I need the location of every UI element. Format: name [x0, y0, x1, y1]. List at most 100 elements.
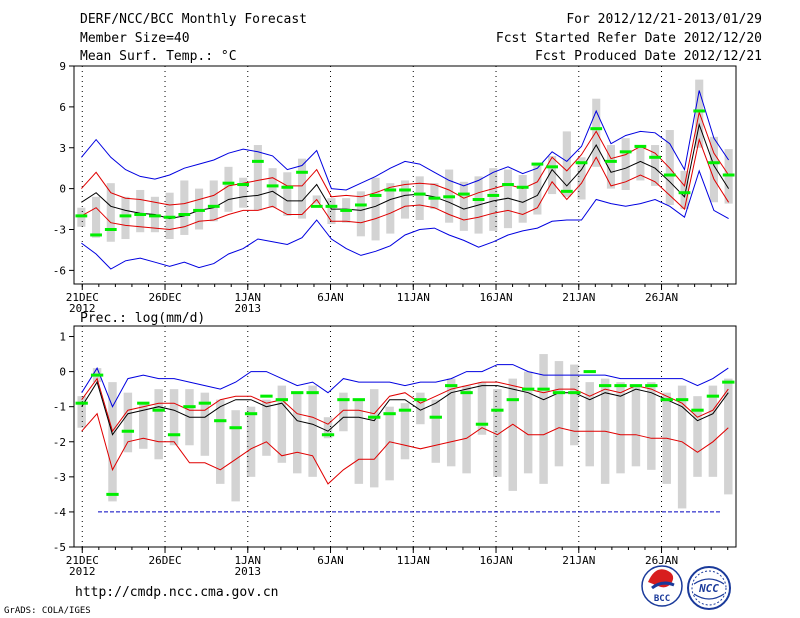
median-mark [575, 161, 588, 165]
median-mark [398, 408, 412, 412]
spread-box [339, 392, 348, 432]
spread-box [415, 176, 424, 220]
spread-box [385, 406, 394, 481]
median-mark [119, 214, 132, 218]
median-mark [502, 183, 514, 187]
x-tick-year: 2012 [69, 302, 96, 315]
spread-box [323, 417, 333, 439]
median-mark [369, 193, 382, 197]
median-mark [399, 188, 411, 192]
median-mark [583, 370, 596, 374]
median-mark [104, 228, 117, 231]
spread-box [106, 183, 115, 242]
spread-box [585, 382, 594, 467]
spread-box [508, 378, 518, 491]
median-mark [445, 384, 458, 388]
median-mark [487, 193, 500, 197]
median-mark [443, 195, 456, 199]
x-tick-label: 6JAN [317, 554, 344, 567]
median-mark [708, 161, 720, 165]
median-mark [693, 109, 706, 113]
spread-box [680, 170, 689, 210]
spread-box [446, 378, 456, 467]
median-mark [506, 398, 519, 402]
median-mark [106, 492, 119, 496]
spread-box [200, 392, 210, 456]
median-mark [90, 373, 104, 377]
median-mark [252, 159, 264, 163]
spread-box [400, 180, 410, 219]
median-mark [546, 165, 558, 169]
spread-box [724, 378, 733, 495]
median-mark [722, 380, 735, 384]
y-tick-label: -3 [53, 224, 66, 237]
spread-box [154, 389, 163, 460]
ncc-logo-text: NCC [698, 582, 719, 595]
median-mark [229, 426, 242, 430]
x-tick-label: 11JAN [397, 291, 430, 304]
spread-box [431, 399, 441, 463]
spread-box [239, 177, 248, 208]
spread-box [231, 410, 240, 502]
y-tick-label: -1 [53, 401, 66, 414]
median-mark [619, 150, 632, 154]
median-mark [516, 185, 529, 189]
x-tick-label: 21DEC [66, 291, 99, 304]
spread-box [577, 157, 586, 200]
spread-box [268, 168, 277, 208]
median-mark [428, 196, 441, 200]
median-mark [531, 162, 544, 166]
median-mark [383, 412, 396, 416]
median-mark [598, 384, 612, 388]
spread-box [636, 146, 645, 181]
spread-box [518, 175, 527, 223]
spread-box [277, 385, 287, 463]
plot-frame [73, 325, 737, 548]
spread-box [262, 399, 271, 456]
y-tick-label: -2 [53, 436, 66, 449]
median-mark [137, 401, 150, 405]
spread-box [180, 180, 189, 235]
median-mark [590, 127, 603, 131]
median-mark [429, 415, 442, 419]
spread-box [169, 389, 179, 446]
spread-box [523, 371, 533, 474]
median-mark [678, 191, 691, 195]
spread-box [631, 385, 641, 467]
spread-box [554, 361, 564, 467]
y-tick-label: -4 [53, 506, 67, 519]
spread-box [430, 183, 439, 210]
median-mark [522, 387, 535, 391]
spread-box [386, 183, 395, 234]
spread-box [253, 145, 262, 211]
spread-box [651, 145, 660, 186]
median-mark [675, 398, 689, 402]
spread-box [121, 196, 130, 240]
spread-box [224, 166, 233, 212]
median-mark [413, 192, 426, 196]
spread-box [136, 189, 145, 233]
member-size: Member Size=40 [80, 31, 190, 46]
median-mark [460, 391, 473, 395]
series-upper-outer [81, 90, 730, 191]
y-tick-label: 1 [59, 331, 66, 344]
series-lower-inner [81, 137, 730, 231]
spread-box [489, 168, 498, 231]
median-mark [222, 181, 235, 185]
median-mark [244, 412, 258, 416]
median-mark [325, 204, 338, 208]
median-mark [634, 144, 647, 148]
y-tick-label: 6 [59, 101, 66, 114]
spread-box [548, 155, 557, 195]
median-mark [645, 384, 658, 388]
series-upper-outer [81, 364, 729, 408]
series-upper-inner [81, 377, 729, 433]
median-mark [207, 204, 220, 208]
spread-box [616, 382, 625, 474]
median-mark [537, 387, 550, 391]
spread-box [77, 396, 86, 428]
median-mark [90, 233, 102, 237]
median-mark [660, 398, 673, 402]
spread-box [493, 389, 502, 477]
y-tick-label: -6 [53, 264, 66, 277]
